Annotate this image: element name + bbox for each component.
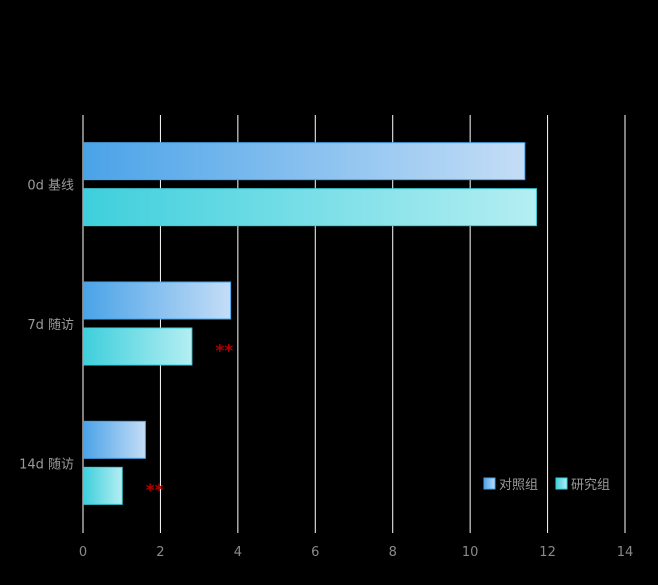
- y-category-label: 14d 随访: [19, 457, 74, 472]
- y-category-label: 0d 基线: [27, 179, 74, 194]
- significance-marker: **: [146, 481, 164, 501]
- bars: [83, 142, 537, 505]
- legend-swatch: [483, 477, 496, 490]
- legend-label: 研究组: [571, 478, 610, 493]
- significance-marker: **: [215, 342, 233, 362]
- bar-0-2: [83, 420, 146, 459]
- legend: 对照组 研究组: [483, 477, 610, 493]
- labels: 0 2 4 6 8 10 12 14 0d 基线 7d 随访 14d 随访 ** **: [19, 179, 633, 560]
- bar-1-0: [83, 188, 537, 227]
- legend-swatch: [555, 477, 568, 490]
- x-tick-label: 14: [617, 545, 634, 560]
- bar-1-1: [83, 327, 193, 366]
- y-category-label: 7d 随访: [27, 318, 74, 333]
- grid-lines: [82, 115, 626, 533]
- x-tick-label: 6: [311, 545, 319, 560]
- x-tick-label: 2: [156, 545, 164, 560]
- bar-0-1: [83, 281, 232, 320]
- x-tick-label: 0: [79, 545, 87, 560]
- x-tick-label: 8: [389, 545, 397, 560]
- x-tick-label: 12: [539, 545, 556, 560]
- x-tick-label: 10: [462, 545, 479, 560]
- bar-1-2: [83, 466, 123, 505]
- x-tick-label: 4: [234, 545, 242, 560]
- bar-0-0: [83, 142, 526, 181]
- legend-label: 对照组: [499, 478, 538, 493]
